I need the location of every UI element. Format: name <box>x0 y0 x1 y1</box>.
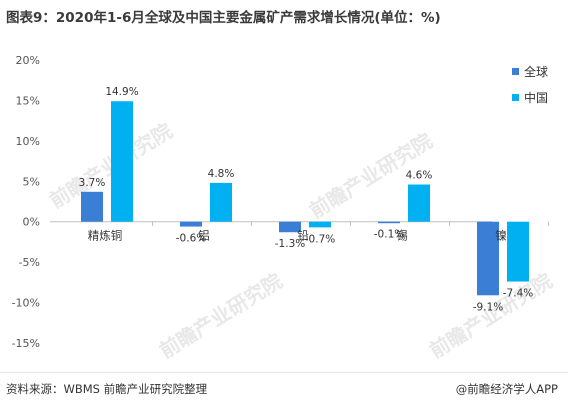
y-tick-label: -15% <box>12 337 40 350</box>
data-label: -0.1% <box>374 229 404 241</box>
legend-swatch <box>512 94 519 101</box>
bar-global <box>180 221 202 227</box>
bar-china <box>507 221 529 282</box>
data-label: -1.3% <box>275 238 305 250</box>
bar-china <box>309 221 331 228</box>
data-label: -9.1% <box>473 301 503 313</box>
bar-global <box>477 221 499 296</box>
category-label: 铅 <box>297 229 309 243</box>
bar-chart: 20% 15% 10% 5% 0% -5% -10% -15% 3.7% 14.9% 精炼铜 -0.6… <box>12 54 549 350</box>
y-tick-label: 5% <box>23 175 40 188</box>
data-label: 14.9% <box>105 86 138 98</box>
footer: 资料来源：WBMS 前瞻产业研究院整理 @前瞻经济学人APP <box>0 372 568 405</box>
bar-china <box>210 182 232 222</box>
bar-global <box>279 221 301 233</box>
category-label: 精炼铜 <box>88 229 123 243</box>
legend-swatch <box>512 68 519 75</box>
y-tick-label: 15% <box>16 94 40 107</box>
y-tick-label: -5% <box>19 256 40 269</box>
category-label: 铝 <box>198 229 210 243</box>
category-label: 锡 <box>396 229 408 243</box>
bar-china <box>408 184 430 222</box>
y-tick-label: -10% <box>12 297 40 310</box>
source-note: 资料来源：WBMS 前瞻产业研究院整理 <box>6 382 208 396</box>
category-label: 镍 <box>495 229 507 243</box>
data-label: 4.8% <box>208 168 235 180</box>
bar-global <box>378 221 400 224</box>
chart-title: 图表9：2020年1-6月全球及中国主要金属矿产需求增长情况(单位：%) <box>6 10 441 26</box>
legend-label: 全球 <box>524 64 548 79</box>
data-label: -0.7% <box>305 233 335 245</box>
data-label: 4.6% <box>406 170 433 182</box>
data-label: -7.4% <box>503 288 533 300</box>
credit-note: @前瞻经济学人APP <box>455 382 558 396</box>
bar-china <box>111 101 133 222</box>
y-tick-label: 0% <box>23 216 40 229</box>
legend-label: 中国 <box>524 90 548 105</box>
data-label: 3.7% <box>79 177 106 189</box>
bar-global <box>81 191 103 222</box>
y-tick-label: 10% <box>16 135 40 148</box>
y-tick-label: 20% <box>16 54 40 67</box>
data-label: -0.6% <box>176 233 206 245</box>
